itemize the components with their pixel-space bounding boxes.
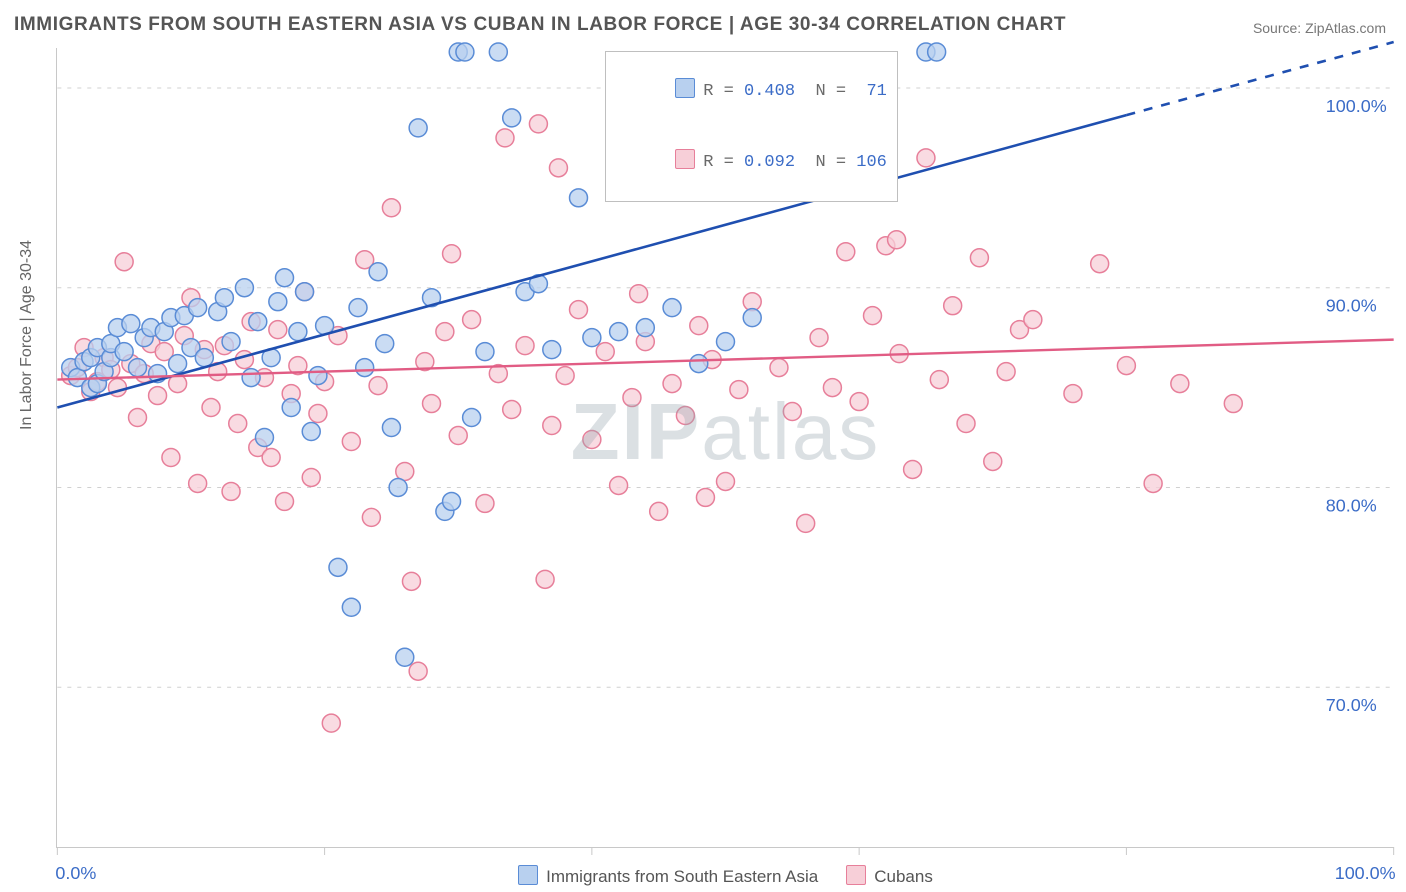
scatter-plot: 70.0%80.0%90.0%100.0%0.0%100.0% ZIPatlas…: [56, 48, 1394, 848]
svg-text:100.0%: 100.0%: [1326, 96, 1387, 116]
legend-r-prefix: R =: [703, 153, 744, 172]
series-legend-swatch: [518, 865, 538, 885]
legend-n-value-1: 106: [856, 153, 887, 172]
series-legend-item: Cubans: [846, 865, 933, 887]
legend-n-value-0: 71: [856, 82, 887, 101]
legend-r-value-1: 0.092: [744, 153, 795, 172]
legend-swatch-cubans: [675, 149, 695, 169]
series-legend-label: Immigrants from South Eastern Asia: [546, 867, 818, 886]
svg-text:80.0%: 80.0%: [1326, 495, 1377, 515]
series-legend-label: Cubans: [874, 867, 933, 886]
source-credit: Source: ZipAtlas.com: [1253, 20, 1386, 36]
series-legend-item: Immigrants from South Eastern Asia: [518, 865, 818, 887]
legend-r-prefix: R =: [703, 82, 744, 101]
legend-row: R = 0.092 N = 106: [614, 126, 887, 197]
legend-n-prefix: N =: [795, 153, 856, 172]
correlation-legend: R = 0.408 N = 71 R = 0.092 N = 106: [605, 51, 898, 202]
series-legend: Immigrants from South Eastern Asia Cubans: [57, 865, 1394, 887]
legend-swatch-se-asia: [675, 78, 695, 98]
y-axis-title: In Labor Force | Age 30-34: [18, 240, 36, 430]
series-legend-swatch: [846, 865, 866, 885]
chart-title: IMMIGRANTS FROM SOUTH EASTERN ASIA VS CU…: [14, 14, 1066, 36]
legend-n-prefix: N =: [795, 82, 856, 101]
legend-row: R = 0.408 N = 71: [614, 55, 887, 126]
svg-text:70.0%: 70.0%: [1326, 695, 1377, 715]
legend-r-value-0: 0.408: [744, 82, 795, 101]
svg-text:90.0%: 90.0%: [1326, 296, 1377, 316]
